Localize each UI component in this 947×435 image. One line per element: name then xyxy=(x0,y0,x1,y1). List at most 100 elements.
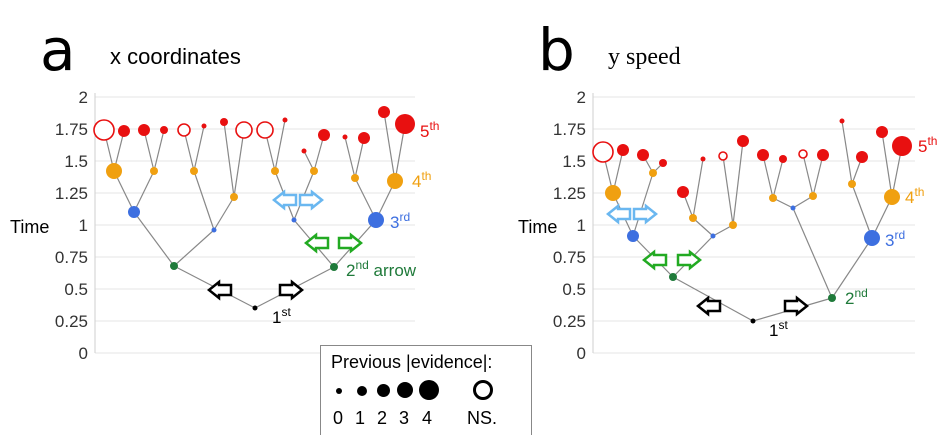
tree-node-gen5 xyxy=(718,151,728,161)
y-tick-label: 1.5 xyxy=(562,152,586,171)
tree-node-gen3 xyxy=(291,217,297,223)
panel-b-letter: b xyxy=(538,16,575,84)
tree-node-gen5 xyxy=(779,155,787,163)
legend-level-2: 2 xyxy=(377,408,388,428)
tree-edge xyxy=(313,134,325,172)
legend-dot-1 xyxy=(357,386,367,396)
tree-node-gen4 xyxy=(884,189,900,205)
tree-node-gen5 xyxy=(220,118,228,126)
tree-node-gen5 xyxy=(659,159,667,167)
y-tick-label: 0 xyxy=(577,344,586,363)
y-tick-label: 1.25 xyxy=(55,184,88,203)
left-arrow xyxy=(303,232,330,254)
tree-node-gen5 xyxy=(856,151,868,163)
tree-edge xyxy=(881,131,893,198)
legend-level-4: 4 xyxy=(422,408,433,428)
tree-node-gen5 xyxy=(395,114,415,134)
y-tick-label: 0.75 xyxy=(553,248,586,267)
tree-node-gen3 xyxy=(790,205,796,211)
tree-edge xyxy=(851,183,873,239)
generation-label-3: 3rd xyxy=(885,228,905,250)
tree-node-gen2 xyxy=(669,273,677,281)
tree-edge xyxy=(722,155,734,226)
tree-node-gen4 xyxy=(150,167,158,175)
tree-node-gen5 xyxy=(256,121,274,139)
panel-a: a x coordinates Time 0 0.25 0.5 0.75 1 1.25 1.… xyxy=(10,16,439,363)
right-arrow xyxy=(278,279,305,301)
tree-node-gen4 xyxy=(848,180,856,188)
panel-a-nodes xyxy=(93,106,415,311)
tree-node-gen3 xyxy=(128,206,140,218)
y-tick-label: 0.5 xyxy=(64,280,88,299)
tree-node-gen5 xyxy=(737,135,749,147)
tree-node-gen2 xyxy=(330,263,338,271)
y-tick-label: 2 xyxy=(79,88,88,107)
tree-node-gen4 xyxy=(310,167,318,175)
y-tick-label: 0.25 xyxy=(55,312,88,331)
tree-edge xyxy=(692,217,714,237)
generation-label-3: 3rd xyxy=(390,210,410,232)
tree-node-gen4 xyxy=(230,193,238,201)
tree-edge xyxy=(812,154,824,197)
tree-edge xyxy=(133,211,175,267)
panel-b-ylabel: Time xyxy=(518,217,557,237)
tree-node-gen5 xyxy=(677,186,689,198)
tree-node-gen5 xyxy=(138,124,150,136)
y-tick-label: 2 xyxy=(577,88,586,107)
y-tick-label: 0 xyxy=(79,344,88,363)
tree-node-gen5 xyxy=(358,132,370,144)
y-tick-label: 1.5 xyxy=(64,152,88,171)
tree-node-gen5 xyxy=(342,134,348,140)
panel-a-arrows xyxy=(206,189,364,301)
tree-edge xyxy=(841,120,853,185)
tree-node-gen5 xyxy=(892,136,912,156)
tree-node-gen3 xyxy=(211,227,217,233)
panel-b-title: y speed xyxy=(608,44,681,70)
legend-ns-label: NS. xyxy=(467,408,498,428)
tree-edge xyxy=(223,121,235,198)
tree-node-gen5 xyxy=(700,156,706,162)
panel-b-arrows xyxy=(605,203,810,317)
tree-edge xyxy=(274,119,286,172)
tree-edge xyxy=(692,158,704,219)
panel-a-title: x coordinates xyxy=(110,44,241,69)
tree-edge xyxy=(792,207,833,299)
tree-node-gen5 xyxy=(118,125,130,137)
tree-node-gen5 xyxy=(282,117,288,123)
panel-a-ylabel: Time xyxy=(10,217,49,237)
y-tick-label: 1.75 xyxy=(553,120,586,139)
tree-edge xyxy=(383,111,396,182)
tree-node-gen5 xyxy=(876,126,888,138)
generation-label-2: 2nd xyxy=(845,286,868,308)
tree-node-gen5 xyxy=(617,144,629,156)
tree-node-gen5 xyxy=(798,149,808,159)
panel-a-letter: a xyxy=(40,16,76,84)
left-arrow xyxy=(641,249,668,271)
right-arrow xyxy=(298,189,325,211)
tree-edge xyxy=(354,137,365,179)
y-tick-label: 1 xyxy=(577,216,586,235)
legend: Previous |evidence|: 0 1 2 3 4 NS. xyxy=(320,345,532,435)
y-tick-label: 1 xyxy=(79,216,88,235)
left-arrow xyxy=(605,203,632,225)
tree-edge xyxy=(193,125,205,172)
right-arrow xyxy=(783,295,810,317)
tree-node-gen5 xyxy=(301,148,307,154)
tree-edge xyxy=(802,153,814,197)
tree-edge xyxy=(183,129,195,172)
generation-label-5: 5th xyxy=(420,119,439,141)
tree-edge xyxy=(133,170,155,213)
legend-ns-circle xyxy=(473,380,493,400)
legend-dot-4 xyxy=(419,380,439,400)
tree-node-gen5 xyxy=(817,149,829,161)
right-arrow xyxy=(337,232,364,254)
legend-level-3: 3 xyxy=(399,408,410,428)
tree-edge xyxy=(143,129,155,172)
tree-node-gen4 xyxy=(769,194,777,202)
legend-level-0: 0 xyxy=(333,408,344,428)
legend-dot-3 xyxy=(397,382,413,398)
tree-node-gen2 xyxy=(828,294,836,302)
tree-edge xyxy=(173,229,215,267)
tree-node-gen3 xyxy=(864,230,880,246)
